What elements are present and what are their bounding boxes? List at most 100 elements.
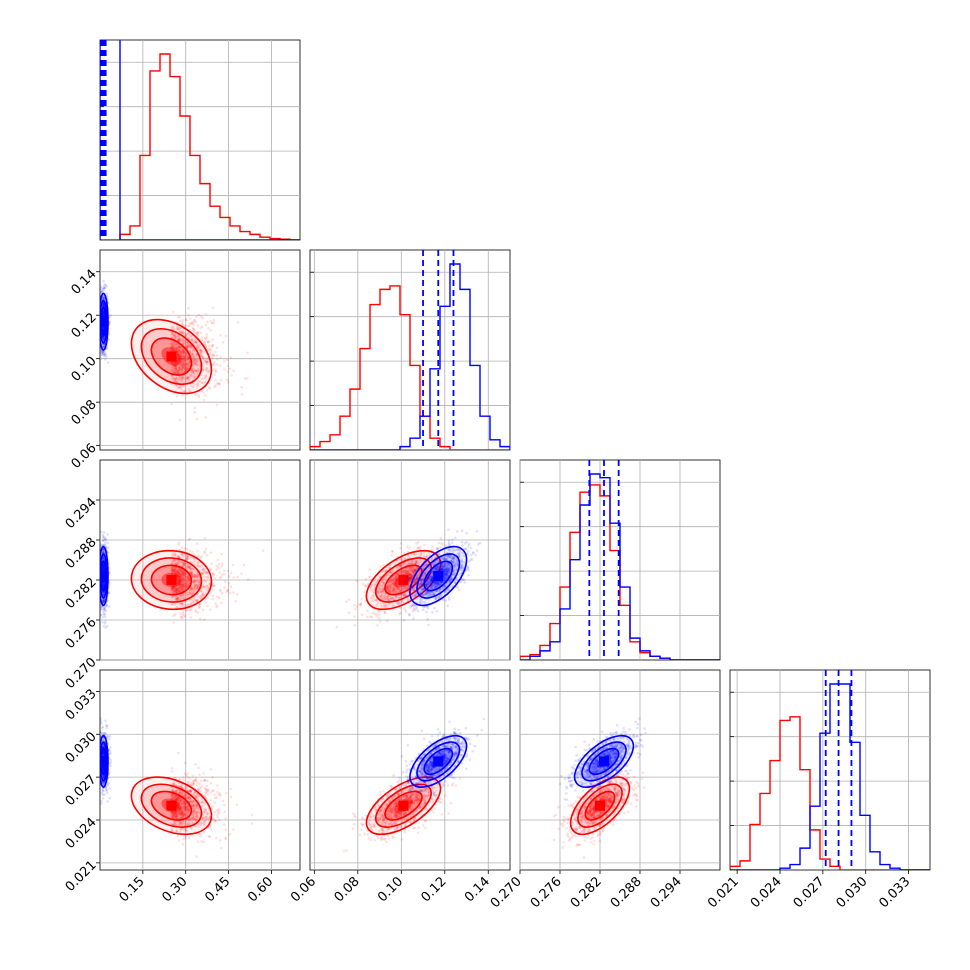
scatter-point	[177, 596, 181, 600]
scatter-point	[184, 362, 188, 365]
scatter-point	[95, 556, 98, 559]
scatter-point	[171, 348, 174, 352]
scatter-point	[389, 586, 393, 590]
scatter-point	[195, 417, 199, 421]
scatter-point	[170, 335, 173, 339]
scatter-point	[172, 558, 176, 562]
scatter-point	[379, 594, 382, 598]
scatter-point	[394, 601, 398, 605]
scatter-point	[181, 362, 185, 365]
scatter-point	[412, 617, 415, 620]
scatter-point	[184, 608, 188, 612]
scatter-point	[101, 551, 105, 554]
scatter-point	[182, 563, 185, 566]
scatter-point	[194, 369, 198, 373]
scatter-point	[185, 362, 189, 366]
scatter-point	[182, 562, 186, 566]
scatter-point	[193, 368, 197, 372]
scatter-point	[170, 587, 174, 591]
scatter-point	[183, 547, 186, 550]
scatter-point	[101, 313, 105, 317]
scatter-point	[186, 578, 189, 582]
scatter-point	[376, 590, 380, 594]
scatter-point	[180, 586, 184, 590]
scatter-point	[176, 345, 180, 349]
scatter-point	[261, 549, 265, 553]
scatter-point	[182, 347, 185, 351]
scatter-point	[196, 333, 199, 336]
scatter-point	[410, 569, 414, 573]
scatter-point	[408, 577, 412, 580]
scatter-point	[181, 586, 184, 589]
scatter-point	[206, 604, 209, 608]
scatter-point	[180, 602, 184, 606]
scatter-point	[202, 359, 206, 362]
scatter-point	[380, 570, 384, 574]
scatter-point	[102, 336, 105, 340]
scatter-point	[177, 346, 180, 350]
scatter-point	[191, 591, 195, 595]
scatter-point	[175, 380, 179, 384]
scatter-point	[204, 344, 207, 347]
scatter-point	[102, 531, 106, 534]
scatter-point	[399, 546, 402, 550]
scatter-point	[191, 598, 195, 602]
scatter-point	[208, 386, 211, 389]
scatter-point	[393, 591, 396, 594]
scatter-point	[170, 571, 174, 575]
scatter-point	[387, 597, 391, 601]
scatter-point	[172, 571, 175, 574]
scatter-point	[173, 364, 177, 367]
scatter-point	[394, 595, 398, 598]
scatter-point	[188, 317, 192, 320]
scatter-point	[391, 550, 395, 553]
scatter-point	[200, 354, 204, 357]
scatter-point	[398, 589, 402, 593]
scatter-point	[170, 346, 174, 349]
scatter-point	[177, 561, 181, 565]
scatter-point	[335, 625, 339, 629]
scatter-point	[177, 571, 181, 575]
scatter-point	[102, 607, 106, 611]
scatter-point	[183, 563, 187, 567]
scatter-point	[394, 576, 397, 580]
scatter-point	[193, 574, 196, 578]
scatter-point	[180, 573, 184, 576]
scatter-point	[177, 571, 180, 574]
scatter-point	[379, 589, 382, 592]
scatter-point	[389, 596, 392, 600]
scatter-point	[185, 556, 188, 560]
scatter-point	[181, 323, 185, 327]
scatter-point	[223, 368, 226, 371]
scatter-point	[189, 346, 193, 350]
scatter-point	[174, 378, 177, 381]
scatter-point	[170, 588, 174, 592]
scatter-point	[198, 580, 201, 584]
scatter-point	[100, 351, 102, 355]
scatter-point	[183, 574, 186, 577]
scatter-point	[376, 589, 379, 592]
scatter-point	[173, 553, 176, 557]
scatter-point	[387, 599, 390, 602]
scatter-point	[186, 607, 190, 611]
scatter-point	[195, 340, 198, 344]
scatter-point	[107, 338, 110, 342]
scatter-point	[223, 580, 227, 583]
scatter-point	[467, 545, 470, 548]
scatter-point	[181, 588, 184, 592]
scatter-point	[200, 563, 204, 567]
scatter-point	[390, 596, 393, 600]
scatter-point	[195, 584, 198, 588]
scatter-point	[182, 364, 185, 367]
scatter-point	[190, 371, 193, 374]
scatter-point	[178, 571, 182, 575]
scatter-point	[463, 542, 467, 545]
scatter-point	[102, 294, 105, 298]
scatter-point	[194, 340, 198, 344]
scatter-point	[430, 550, 434, 554]
scatter-point	[180, 359, 184, 362]
scatter-point	[203, 536, 207, 540]
scatter-point	[240, 385, 243, 389]
scatter-point	[177, 584, 180, 587]
scatter-point	[108, 605, 111, 608]
